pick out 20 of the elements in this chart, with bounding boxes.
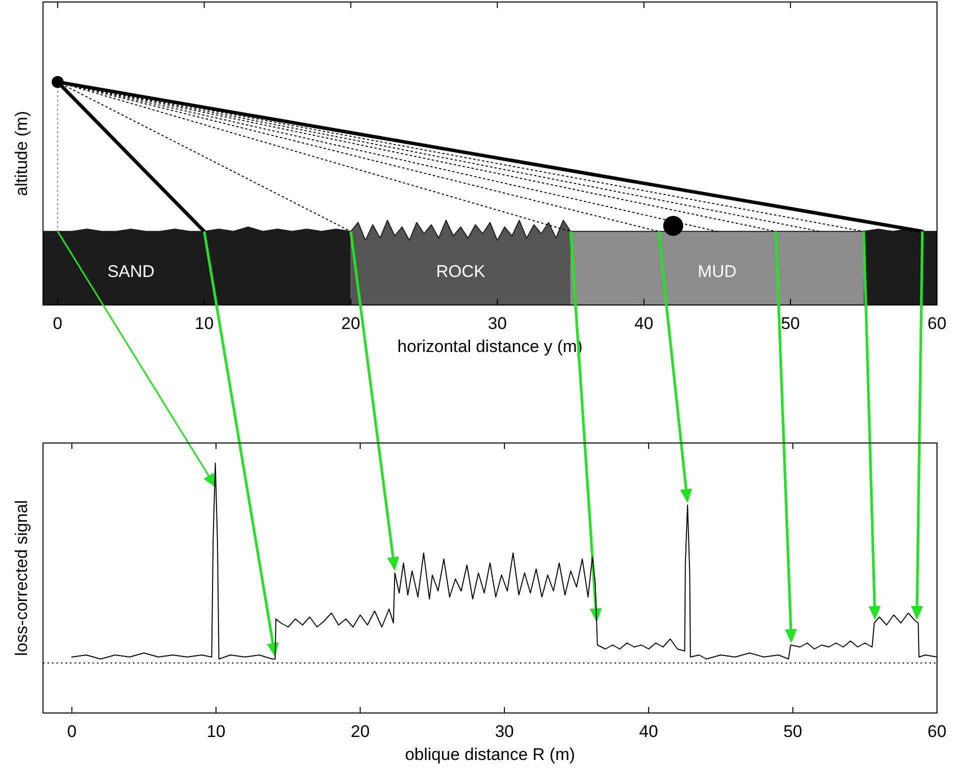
x-tick-label: 50 <box>780 314 800 333</box>
x-tick-label: 0 <box>67 722 77 741</box>
x-tick-label: 40 <box>634 314 654 333</box>
x-tick-label: 40 <box>639 722 658 741</box>
x-tick-label: 10 <box>206 722 226 741</box>
x-tick-label: 30 <box>488 314 507 333</box>
x-tick-label: 20 <box>350 722 370 741</box>
band-label: MUD <box>698 262 737 281</box>
x-tick-label: 10 <box>194 314 214 333</box>
x-tick-label: 60 <box>928 722 946 741</box>
x-tick-label: 60 <box>928 314 946 333</box>
x-tick-label: 0 <box>52 314 62 333</box>
x-tick-label: 20 <box>341 314 360 333</box>
y-axis-title: altitude (m) <box>12 110 31 196</box>
x-tick-label: 30 <box>494 722 514 741</box>
band-label: ROCK <box>436 262 486 281</box>
x-axis-title: oblique distance R (m) <box>404 745 576 764</box>
band-label: SAND <box>107 262 155 281</box>
y-axis-title: loss-corrected signal <box>12 500 31 656</box>
x-tick-label: 50 <box>783 722 802 741</box>
